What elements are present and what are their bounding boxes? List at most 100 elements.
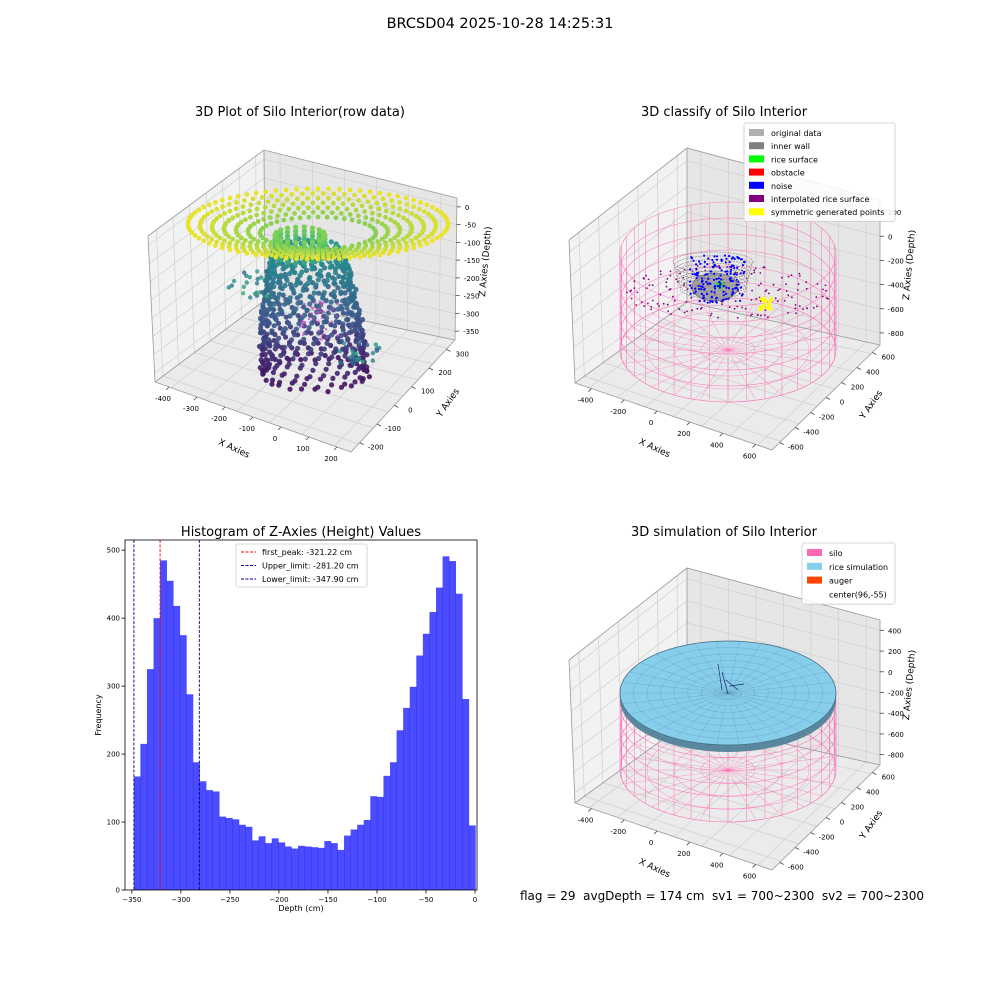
p1-point <box>311 264 317 270</box>
p2-symmetric <box>766 306 770 310</box>
p2-silo-floor <box>727 304 783 351</box>
hist-xlabel: Depth (cm) <box>278 904 323 913</box>
p1-point <box>281 371 287 377</box>
p1-point <box>336 302 339 306</box>
p1-point <box>291 332 298 338</box>
p1-point <box>416 239 422 245</box>
p1-point <box>284 233 291 239</box>
p1-point <box>220 245 225 251</box>
p1-point <box>296 321 302 327</box>
p2-noise <box>713 285 716 288</box>
p1-point <box>325 336 328 339</box>
p1-point <box>283 255 289 261</box>
p1-point <box>335 263 341 270</box>
p1-point <box>321 346 327 352</box>
p1-point <box>319 310 323 313</box>
p1-point <box>421 209 427 215</box>
p2-point-interp <box>774 297 777 300</box>
p1-point <box>317 311 321 315</box>
p1-point <box>262 346 268 352</box>
p1-point <box>397 200 402 205</box>
p2-point-interp <box>795 312 797 314</box>
p1-point <box>274 362 280 369</box>
p1-point <box>338 303 344 309</box>
p2-point-interp <box>685 300 688 303</box>
p2-point-interp <box>777 289 779 292</box>
p1-point <box>268 256 274 262</box>
p1-point <box>345 280 351 286</box>
p1-point <box>276 335 282 341</box>
hist-bar <box>199 781 207 890</box>
p4-ytick <box>779 862 784 865</box>
p2-point-interp <box>779 288 781 291</box>
p1-grid-x <box>155 229 164 377</box>
p1-xtick <box>165 386 170 391</box>
p2-legend-label: interpolated rice surface <box>771 195 869 204</box>
p1-point <box>227 247 233 253</box>
p1-point <box>263 356 269 363</box>
p2-ztick-label: -800 <box>888 330 904 338</box>
p1-point <box>244 273 249 278</box>
p1-point <box>279 192 284 198</box>
p1-point <box>356 213 361 219</box>
p1-point <box>376 206 382 212</box>
p2-point-interp <box>736 271 738 274</box>
p1-point <box>289 191 295 197</box>
p1-xtick-label: -100 <box>239 425 255 433</box>
p1-ytick <box>428 367 434 371</box>
p1-point <box>409 238 414 244</box>
hist-ytick-label: 300 <box>107 683 120 691</box>
p2-point-interp <box>756 314 759 316</box>
p1-point <box>289 268 295 274</box>
p1-point <box>242 198 247 203</box>
p2-noise <box>742 260 746 263</box>
hist-bar <box>376 796 384 890</box>
p1-point <box>308 347 314 353</box>
p2-noise <box>729 272 732 275</box>
p1-ylabel: Y Axies <box>435 387 463 420</box>
hist-bar <box>245 826 253 890</box>
p2-point-interp <box>716 265 718 268</box>
p1-zlabel: Z Axies (Depth) <box>478 226 494 297</box>
p1-point <box>310 209 316 215</box>
p2-point-interp <box>764 309 767 312</box>
p2-legend-swatch <box>749 168 764 176</box>
p1-point <box>359 203 365 209</box>
p4-legend-swatch <box>807 562 822 570</box>
p1-grid-x <box>172 217 179 365</box>
p1-point <box>370 235 376 241</box>
p1-point <box>271 203 277 209</box>
p2-noise <box>730 293 734 296</box>
p1-point <box>357 324 363 330</box>
p1-point <box>269 381 275 387</box>
p1-point <box>196 235 202 241</box>
hist-bar <box>396 730 404 890</box>
p1-point <box>270 369 276 376</box>
p1-point <box>389 198 394 203</box>
p2-noise <box>740 258 743 261</box>
p1-point <box>301 333 305 337</box>
p1-point <box>335 314 338 318</box>
p1-point <box>356 335 362 341</box>
p1-point <box>350 321 356 327</box>
p2-point-interp <box>797 283 800 285</box>
p1-point <box>318 376 324 382</box>
p1-point <box>332 281 338 287</box>
p1-point <box>345 276 351 282</box>
p4-ytick-label: 400 <box>866 789 879 797</box>
p1-point <box>311 307 315 310</box>
p2-noise <box>700 292 704 295</box>
p1-point <box>251 221 257 227</box>
p1-point <box>434 207 440 213</box>
p1-point <box>261 336 267 342</box>
p1-xtick <box>221 406 226 411</box>
panel1-title: 3D Plot of Silo Interior(row data) <box>195 105 405 120</box>
p1-point <box>370 210 375 216</box>
p1-point <box>352 192 357 198</box>
p2-grid-y <box>757 341 867 446</box>
p1-point <box>316 237 322 243</box>
p1-point <box>356 343 362 349</box>
p2-symmetric <box>768 307 772 311</box>
p1-point <box>277 325 283 331</box>
p1-point <box>338 360 343 365</box>
